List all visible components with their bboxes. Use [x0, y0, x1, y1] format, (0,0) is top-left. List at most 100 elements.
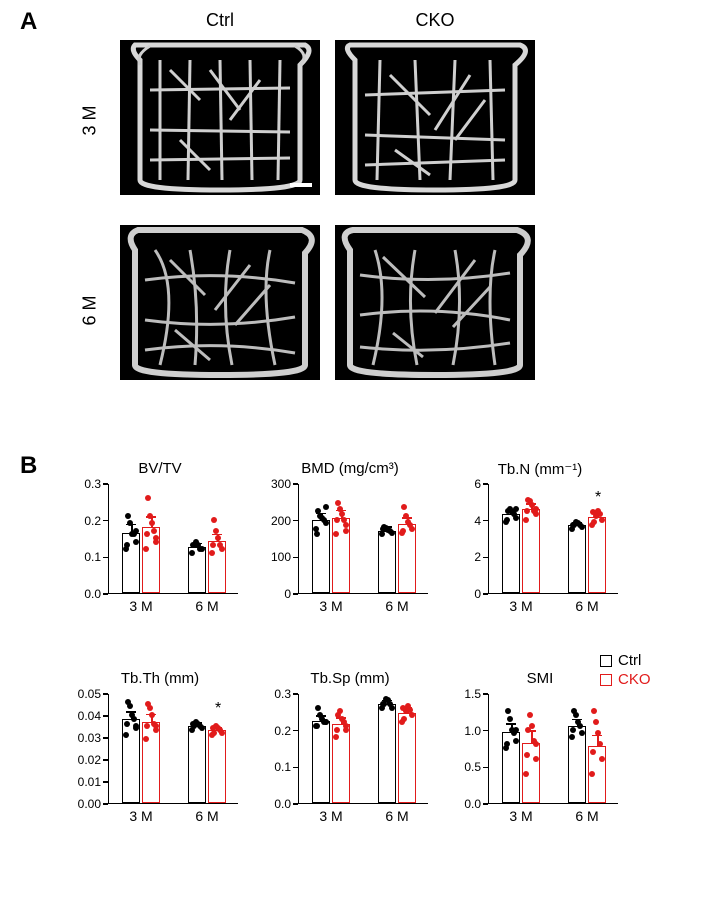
plot-area: 0.00.10.20.33 M6 M [108, 484, 238, 594]
x-group-label: 6 M [182, 598, 232, 614]
plot-area: 01002003003 M6 M [298, 484, 428, 594]
y-tick [103, 781, 108, 783]
y-tick [483, 593, 488, 595]
data-point-ctrl [379, 531, 385, 537]
y-tick [103, 715, 108, 717]
bar-ctrl [188, 726, 206, 803]
bar-ctrl [378, 531, 396, 593]
data-point-cko [151, 528, 157, 534]
y-tick-label: 0.01 [69, 775, 101, 789]
data-point-cko [143, 546, 149, 552]
panel-b-label: B [20, 452, 37, 480]
data-point-ctrl [129, 712, 135, 718]
legend-cko-label: CKO [618, 671, 651, 688]
y-tick [293, 593, 298, 595]
y-tick [103, 759, 108, 761]
row-label-6m: 6 M [80, 281, 101, 341]
data-point-ctrl [579, 730, 585, 736]
y-tick-label: 4 [449, 514, 481, 528]
y-tick [483, 520, 488, 522]
data-point-cko [211, 517, 217, 523]
data-point-ctrl [380, 701, 386, 707]
data-point-cko [210, 725, 216, 731]
bar-ctrl [568, 525, 586, 593]
y-tick-label: 0.5 [449, 760, 481, 774]
bar-cko [588, 517, 606, 593]
y-tick-label: 0.02 [69, 753, 101, 767]
y-tick-label: 2 [449, 550, 481, 564]
y-tick-label: 0.03 [69, 731, 101, 745]
panel-a-label: A [20, 8, 37, 36]
data-point-cko [527, 712, 533, 718]
row-label-3m: 3 M [80, 91, 101, 151]
y-tick-label: 0.00 [69, 797, 101, 811]
y-tick-label: 0 [259, 587, 291, 601]
data-point-cko [401, 716, 407, 722]
chart-5: SMI0.00.51.01.53 M6 M [450, 670, 630, 840]
data-point-cko [145, 495, 151, 501]
data-point-cko [590, 509, 596, 515]
chart-0: BV/TV0.00.10.20.33 M6 M [70, 460, 250, 630]
plot-area: 0.00.51.01.53 M6 M [488, 694, 618, 804]
data-point-ctrl [125, 513, 131, 519]
y-tick-label: 1.5 [449, 687, 481, 701]
data-point-ctrl [124, 721, 130, 727]
y-tick [103, 693, 108, 695]
y-tick-label: 0.2 [69, 514, 101, 528]
errorbar-cap-ctrl [506, 723, 516, 725]
data-point-ctrl [124, 542, 130, 548]
data-point-cko [401, 504, 407, 510]
data-point-cko [409, 712, 415, 718]
data-point-ctrl [513, 738, 519, 744]
data-point-ctrl [315, 508, 321, 514]
y-tick-label: 0.3 [69, 477, 101, 491]
data-point-ctrl [315, 705, 321, 711]
data-point-ctrl [314, 723, 320, 729]
y-tick-label: 0.1 [259, 760, 291, 774]
data-point-ctrl [380, 526, 386, 532]
data-point-ctrl [507, 716, 513, 722]
scale-bar [290, 183, 312, 187]
y-tick-label: 0.0 [449, 797, 481, 811]
y-tick [483, 483, 488, 485]
data-point-cko [593, 719, 599, 725]
y-tick [293, 803, 298, 805]
ct-image-6m-ctrl [120, 225, 320, 380]
data-point-cko [524, 752, 530, 758]
data-point-cko [213, 528, 219, 534]
chart-title: Tb.Th (mm) [70, 670, 250, 687]
y-tick-label: 0.0 [259, 797, 291, 811]
y-tick [103, 803, 108, 805]
data-point-cko [400, 705, 406, 711]
y-tick-label: 100 [259, 550, 291, 564]
y-tick-label: 1.0 [449, 724, 481, 738]
data-point-ctrl [133, 539, 139, 545]
data-point-ctrl [189, 550, 195, 556]
data-point-ctrl [570, 727, 576, 733]
legend-ctrl-swatch [600, 655, 612, 667]
y-tick [293, 767, 298, 769]
significance-star: * [215, 700, 221, 718]
y-tick [483, 730, 488, 732]
data-point-cko [210, 542, 216, 548]
data-point-cko [524, 508, 530, 514]
x-group-label: 6 M [562, 598, 612, 614]
y-tick [293, 483, 298, 485]
y-tick-label: 300 [259, 477, 291, 491]
data-point-cko [591, 708, 597, 714]
y-tick [103, 483, 108, 485]
y-tick-label: 6 [449, 477, 481, 491]
data-point-cko [591, 519, 597, 525]
x-group-label: 3 M [306, 598, 356, 614]
data-point-cko [599, 517, 605, 523]
data-point-ctrl [314, 531, 320, 537]
legend-cko: CKO [600, 671, 651, 688]
data-point-ctrl [190, 721, 196, 727]
x-group-label: 6 M [372, 598, 422, 614]
y-tick [103, 593, 108, 595]
data-point-cko [143, 736, 149, 742]
chart-4: Tb.Sp (mm)0.00.10.20.33 M6 M [260, 670, 440, 840]
y-tick [483, 803, 488, 805]
data-point-cko [589, 771, 595, 777]
data-point-ctrl [570, 522, 576, 528]
